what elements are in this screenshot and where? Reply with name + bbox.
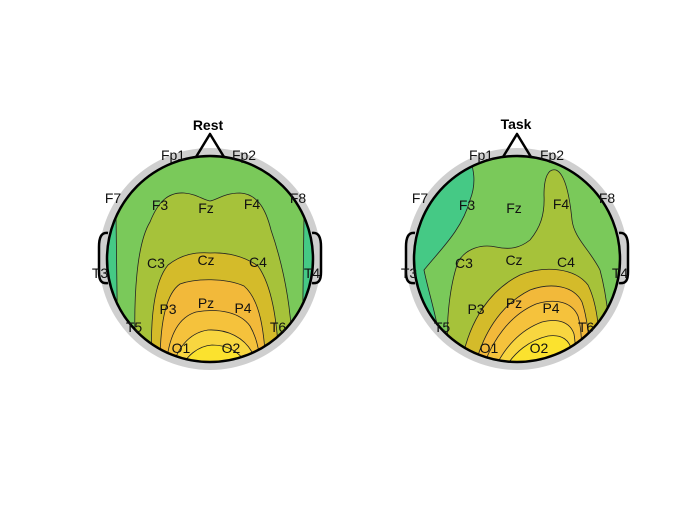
electrode-label-o2: O2 [222,340,241,356]
electrode-label-f7: F7 [412,190,429,206]
electrode-label-f3: F3 [459,197,476,213]
electrode-label-pz: Pz [506,295,522,311]
left-ear-outline [404,231,416,285]
electrode-label-fp1: Fp1 [161,147,185,163]
left-ear-outline [97,231,109,285]
electrode-label-f8: F8 [290,190,307,206]
panel-title-rest: Rest [193,117,224,133]
right-ear-outline [618,231,630,285]
electrode-label-p4: P4 [234,300,251,316]
topomap-rest: Rest Fp1 Fp2 F7 F3 F [92,117,323,370]
electrode-label-p4: P4 [542,300,559,316]
electrode-label-t5: T5 [434,319,451,335]
electrode-label-o2: O2 [530,340,549,356]
contour-map-task [423,156,620,362]
topomap-task: Task Fp1 Fp2 F7 F3 F [401,116,630,370]
electrode-labels-task: Fp1 Fp2 F7 F3 Fz F4 F8 T3 C3 Cz C4 T4 T5… [401,147,629,356]
electrode-label-c3: C3 [455,255,473,271]
electrode-label-t3: T3 [92,265,109,281]
electrode-label-cz: Cz [197,252,214,268]
nose-outline [194,132,226,158]
electrode-label-p3: P3 [467,301,484,317]
electrode-label-f4: F4 [244,196,261,212]
panel-title-task: Task [501,116,532,132]
electrode-label-t6: T6 [270,319,287,335]
electrode-label-t5: T5 [126,319,143,335]
electrode-label-fp1: Fp1 [469,147,493,163]
nose-outline [501,132,533,158]
electrode-label-f7: F7 [105,190,122,206]
electrode-label-c3: C3 [147,255,165,271]
electrode-label-t3: T3 [401,265,418,281]
head-outline [105,154,315,364]
electrode-label-c4: C4 [557,254,575,270]
electrode-label-c4: C4 [249,254,267,270]
electrode-label-fp2: Fp2 [232,147,256,163]
electrode-label-fp2: Fp2 [540,147,564,163]
electrode-label-t4: T4 [612,265,629,281]
head-outline [412,154,622,364]
right-ear-outline [311,231,323,285]
electrode-label-f8: F8 [599,190,616,206]
electrode-label-cz: Cz [505,252,522,268]
electrode-label-pz: Pz [198,295,214,311]
electrode-label-f3: F3 [152,197,169,213]
electrode-labels-rest: Fp1 Fp2 F7 F3 Fz F4 F8 T3 C3 Cz C4 T4 T5… [92,147,321,356]
electrode-label-f4: F4 [553,196,570,212]
electrode-label-t4: T4 [304,265,321,281]
electrode-label-fz: Fz [198,200,214,216]
electrode-label-p3: P3 [159,301,176,317]
electrode-label-o1: O1 [172,340,191,356]
electrode-label-fz: Fz [506,200,522,216]
electrode-label-o1: O1 [480,340,499,356]
electrode-label-t6: T6 [578,319,595,335]
